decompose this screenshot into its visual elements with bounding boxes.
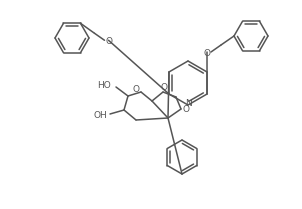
Text: HO: HO bbox=[97, 82, 111, 90]
Text: O: O bbox=[105, 37, 112, 46]
Text: OH: OH bbox=[93, 111, 107, 121]
Text: O: O bbox=[133, 84, 140, 93]
Text: O: O bbox=[204, 48, 210, 57]
Text: N: N bbox=[185, 99, 191, 108]
Text: O: O bbox=[160, 84, 168, 93]
Text: O: O bbox=[182, 106, 189, 115]
